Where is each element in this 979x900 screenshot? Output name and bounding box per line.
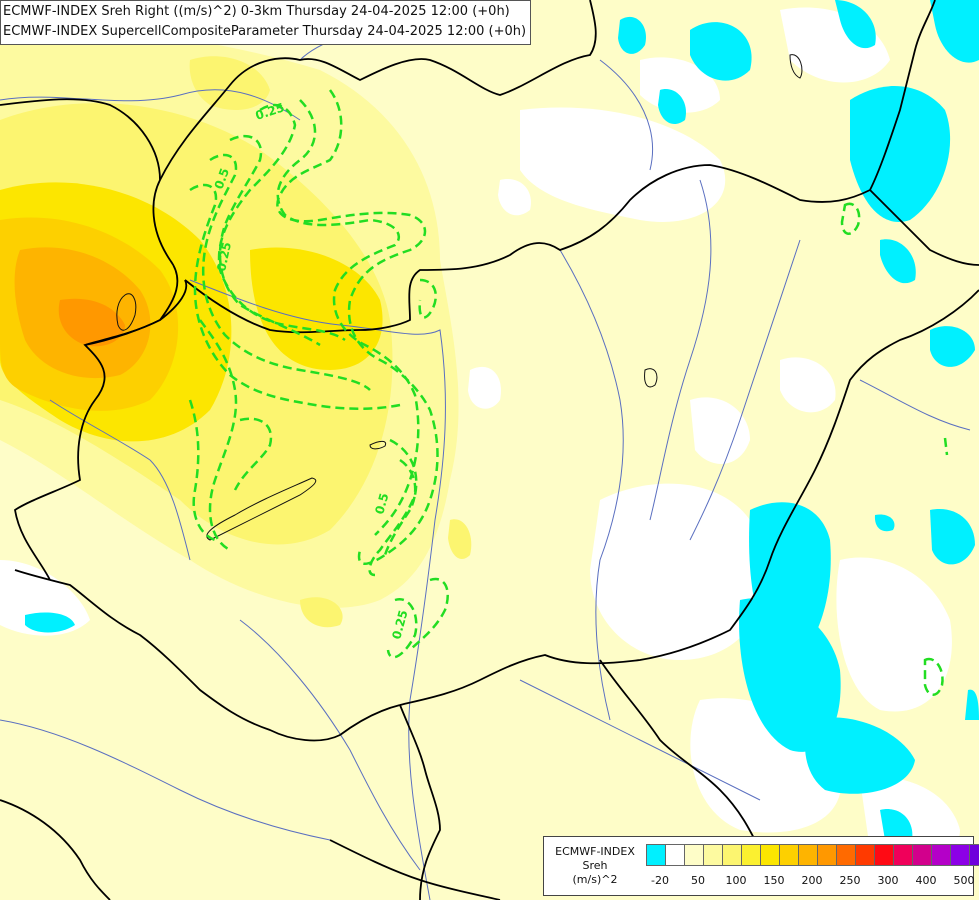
sreh-shading [0, 31, 472, 628]
map-title-box: ECMWF-INDEX Sreh Right ((m/s)^2) 0-3km T… [0, 0, 532, 45]
legend-swatch [684, 844, 704, 866]
legend-swatch [855, 844, 875, 866]
legend-labels: -2050100150200250300400500700 [646, 874, 976, 890]
legend-title-unit: (m/s)^2 [572, 873, 618, 886]
white-areas [0, 7, 960, 861]
map-title-line2: ECMWF-INDEX SupercellCompositeParameter … [3, 24, 527, 39]
legend-label: 300 [877, 874, 899, 887]
scp-contour-labels: 0.25 0.5 0.25 0.5 0.25 [212, 100, 411, 640]
contour-label: 0.5 [212, 166, 232, 191]
legend-title-parameter: Sreh [582, 859, 608, 872]
contour-label: 0.25 [214, 241, 234, 273]
legend-title: ECMWF-INDEX Sreh (m/s)^2 [548, 845, 642, 887]
legend-swatch [703, 844, 723, 866]
legend-label: -20 [651, 874, 669, 887]
legend-label: 200 [801, 874, 823, 887]
legend-swatch [912, 844, 932, 866]
legend-swatch [950, 844, 970, 866]
legend-swatch [760, 844, 780, 866]
contour-label: 0.5 [372, 492, 391, 516]
legend-swatch [722, 844, 742, 866]
legend-swatch [931, 844, 951, 866]
legend-label: 400 [915, 874, 937, 887]
legend-swatch [817, 844, 837, 866]
legend-label: 250 [839, 874, 861, 887]
legend-swatches [646, 844, 979, 866]
legend-label: 100 [725, 874, 747, 887]
legend-swatch [836, 844, 856, 866]
legend-title-source: ECMWF-INDEX [555, 845, 635, 858]
legend-swatch [798, 844, 818, 866]
map-title-line1: ECMWF-INDEX Sreh Right ((m/s)^2) 0-3km T… [3, 4, 510, 19]
legend-swatch [874, 844, 894, 866]
lakes [116, 54, 803, 541]
legend-label: 150 [763, 874, 785, 887]
legend-label: 500 [953, 874, 975, 887]
legend-swatch [646, 844, 666, 866]
legend-swatch [969, 844, 979, 866]
legend-swatch [779, 844, 799, 866]
legend-swatch [665, 844, 685, 866]
scp-contours [188, 89, 949, 696]
legend-swatch [893, 844, 913, 866]
legend-swatch [741, 844, 761, 866]
legend-label: 50 [691, 874, 705, 887]
color-legend: ECMWF-INDEX Sreh (m/s)^2 -20 50 100 150 200 2… [543, 836, 979, 896]
cyan-areas [25, 0, 979, 840]
